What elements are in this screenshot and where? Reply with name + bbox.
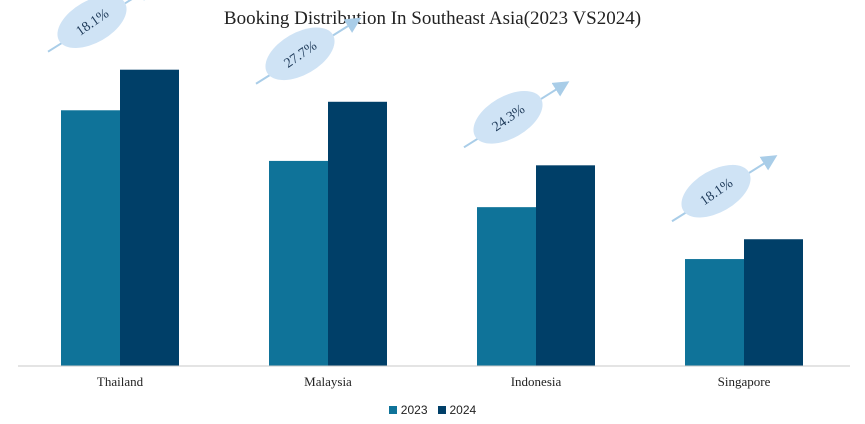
chart-title: Booking Distribution In Southeast Asia(2… [223, 8, 642, 29]
growth-annotation-singapore: 18.1% [671, 155, 778, 223]
bar-singapore-2023 [685, 259, 744, 366]
bar-indonesia-2024 [536, 165, 595, 366]
legend-label-2024: 2024 [449, 403, 477, 417]
x-tick-label-indonesia: Indonesia [511, 374, 562, 389]
bar-malaysia-2023 [269, 160, 328, 366]
bar-singapore-2024 [744, 239, 803, 366]
x-tick-label-malaysia: Malaysia [304, 374, 352, 389]
growth-annotation-malaysia: 27.7% [255, 17, 362, 85]
x-tick-label-singapore: Singapore [718, 374, 771, 389]
growth-bubble [681, 164, 751, 218]
bar-thailand-2024 [120, 69, 179, 366]
bar-indonesia-2023 [477, 207, 536, 366]
growth-annotation-indonesia: 24.3% [463, 81, 570, 149]
growth-bubble [57, 0, 127, 48]
growth-bubble [265, 27, 335, 81]
legend-swatch-2023 [388, 406, 397, 414]
legend: 2023 2024 [0, 403, 865, 417]
bar-thailand-2023 [61, 110, 120, 367]
bar-chart: Thailand Malaysia Indonesia Singapore 18.1%… [18, 0, 850, 389]
growth-annotation-thailand: 18.1% [47, 0, 154, 53]
x-tick-label-thailand: Thailand [97, 374, 144, 389]
legend-item-2024: 2024 [437, 403, 477, 417]
growth-bubble [473, 91, 543, 144]
legend-label-2023: 2023 [400, 403, 428, 417]
bar-malaysia-2024 [328, 101, 387, 367]
legend-swatch-2024 [437, 406, 446, 414]
legend-item-2023: 2023 [388, 403, 428, 417]
